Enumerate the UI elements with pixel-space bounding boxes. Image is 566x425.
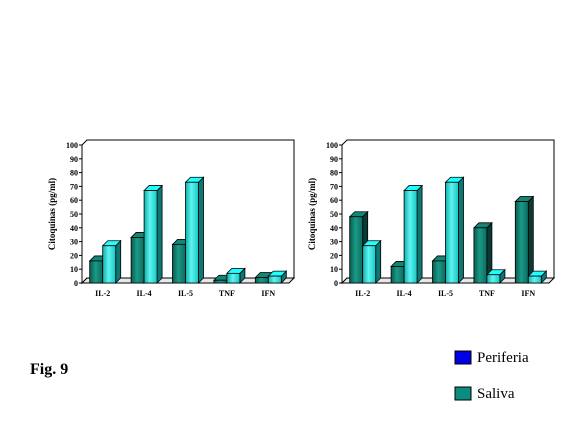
bar-saliva-ifn: [267, 270, 288, 284]
y-tick-label: 20: [70, 251, 78, 260]
chart-left: 0 10 20 30 40 50 60 70 80 90 100 Citoquinas (pg/ml)…: [47, 139, 296, 298]
x-tick-label: IFN: [261, 289, 275, 298]
x-tick-label: IL-5: [438, 289, 453, 298]
bar-saliva-il-5: [444, 176, 465, 284]
x-tick-label: IL-4: [397, 289, 412, 298]
legend-label-periferia: Periferia: [477, 350, 529, 366]
bar-saliva-il-5: [184, 176, 205, 284]
y-tick-label: 80: [70, 169, 78, 178]
legend-swatch-periferia: [454, 350, 472, 365]
y-tick-label: 30: [70, 238, 78, 247]
y-tick-label: 10: [70, 265, 78, 274]
y-tick-label: 70: [330, 182, 338, 191]
legend: Periferia Saliva: [454, 350, 529, 402]
bar-saliva-tnf: [225, 267, 246, 284]
bar-periferia-tnf: [472, 221, 493, 284]
y-tick-label: 60: [330, 196, 338, 205]
y-tick-label: 0: [74, 279, 78, 288]
y-tick-label: 60: [70, 196, 78, 205]
bar-saliva-il-2: [361, 239, 382, 284]
x-tick-label: IL-5: [178, 289, 193, 298]
x-tick-label: IL-2: [95, 289, 110, 298]
y-tick-label: 80: [330, 169, 338, 178]
bar-saliva-tnf: [485, 268, 506, 284]
y-tick-label: 40: [70, 224, 78, 233]
x-tick-label: TNF: [219, 289, 235, 298]
x-tick-label: IFN: [521, 289, 535, 298]
y-tick-label: 90: [70, 155, 78, 164]
y-tick-label: 0: [334, 279, 338, 288]
y-tick-label: 70: [70, 182, 78, 191]
y-tick-label: 90: [330, 155, 338, 164]
bar-saliva-il-4: [143, 184, 164, 284]
bar-saliva-il-4: [403, 184, 424, 284]
chart-right: 0 10 20 30 40 50 60 70 80 90 100 Citoquinas (pg/ml)…: [307, 139, 556, 298]
legend-swatch-saliva: [454, 386, 472, 401]
y-axis-label: Citoquinas (pg/ml): [47, 178, 57, 250]
y-tick-label: 100: [66, 141, 78, 150]
y-tick-label: 40: [330, 224, 338, 233]
legend-label-saliva: Saliva: [477, 386, 515, 402]
y-tick-label: 100: [326, 141, 338, 150]
figure-label: Fig. 9: [30, 361, 68, 378]
x-tick-label: IL-2: [355, 289, 370, 298]
y-tick-label: 50: [330, 210, 338, 219]
y-tick-label: 20: [330, 251, 338, 260]
bar-periferia-ifn: [514, 195, 535, 284]
y-axis-label: Citoquinas (pg/ml): [307, 178, 317, 250]
x-tick-label: TNF: [479, 289, 495, 298]
y-tick-label: 10: [330, 265, 338, 274]
bar-saliva-il-2: [101, 239, 122, 284]
bar-saliva-ifn: [527, 270, 548, 284]
y-tick-label: 30: [330, 238, 338, 247]
y-tick-label: 50: [70, 210, 78, 219]
x-tick-label: IL-4: [137, 289, 152, 298]
